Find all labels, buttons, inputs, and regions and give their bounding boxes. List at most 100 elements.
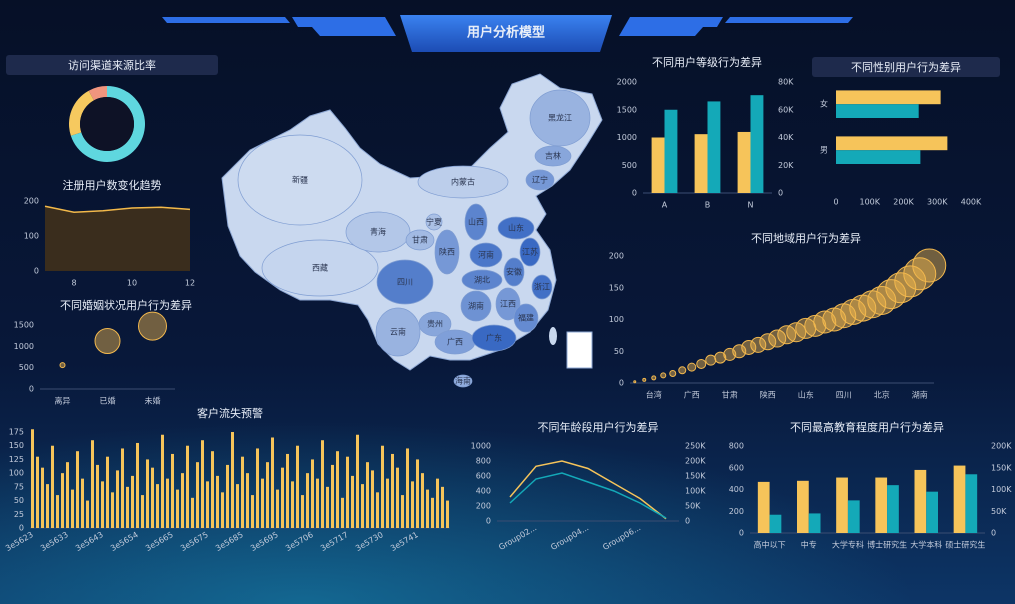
bar <box>836 150 921 164</box>
province-label: 山东 <box>508 223 524 233</box>
x-tick-label: 北京 <box>874 390 890 400</box>
bar <box>266 462 269 528</box>
chart-title: 不同婚姻状况用户行为差异 <box>60 298 192 312</box>
bubble <box>633 380 637 384</box>
y-tick-label: 600 <box>729 463 744 472</box>
province-label: 安徽 <box>506 267 522 277</box>
bar <box>201 440 204 528</box>
bar <box>256 448 259 528</box>
province-label: 甘肃 <box>412 235 428 245</box>
bar <box>311 459 314 528</box>
bar <box>216 475 219 528</box>
bar <box>291 481 294 528</box>
y-tick-label: 1000 <box>471 442 491 451</box>
bar <box>116 470 119 528</box>
province-label: 湖南 <box>468 301 484 311</box>
bubble <box>678 366 687 375</box>
bubble <box>768 329 787 348</box>
bar <box>887 485 899 533</box>
province-label: 吉林 <box>545 151 561 161</box>
x-tick-label: 湖南 <box>912 390 928 400</box>
y-tick-label: 1000 <box>14 342 34 351</box>
y2-tick-label: 250K <box>685 442 706 451</box>
bar <box>401 495 404 528</box>
bubble <box>750 336 767 353</box>
bar <box>301 495 304 528</box>
bar <box>276 489 279 528</box>
x-tick-label: 甘肃 <box>722 390 738 400</box>
bar <box>336 451 339 528</box>
bar <box>416 459 419 528</box>
y-tick-label: 200 <box>609 252 624 261</box>
bar <box>176 489 179 528</box>
y2-tick-label: 0 <box>991 529 996 538</box>
area-line <box>44 205 191 213</box>
y2-tick-label: 60K <box>778 105 794 114</box>
y-tick-label: 200 <box>476 502 491 511</box>
bar <box>953 465 966 533</box>
bar <box>296 445 299 528</box>
bar <box>346 456 349 528</box>
bar <box>226 464 229 528</box>
province <box>460 290 492 322</box>
y-tick-label: 0 <box>29 385 34 394</box>
bar <box>141 495 144 528</box>
bar <box>181 473 184 528</box>
bar <box>965 474 978 533</box>
bar <box>246 473 249 528</box>
bubble <box>705 354 717 366</box>
bubble <box>714 351 727 364</box>
y-tick-label: 0 <box>486 517 491 526</box>
x-tick-label: 200K <box>893 198 914 207</box>
bar <box>31 429 34 528</box>
x-tick-label: 山东 <box>798 390 814 400</box>
province <box>405 229 435 251</box>
province <box>531 274 553 300</box>
header-title: 用户分析模型 <box>466 25 545 41</box>
bar <box>836 90 941 105</box>
y2-tick-label: 0 <box>778 189 783 198</box>
chart-title: 不同最高教育程度用户行为差异 <box>790 420 944 434</box>
y-tick-label: 0 <box>34 267 39 276</box>
bar <box>757 481 770 533</box>
province-label: 黑龙江 <box>548 113 572 123</box>
province-label: 陕西 <box>439 247 455 257</box>
province-label: 江苏 <box>522 247 538 257</box>
bar <box>847 500 860 533</box>
y2-tick-label: 150K <box>991 463 1012 472</box>
province <box>425 213 443 231</box>
bar <box>281 467 284 528</box>
x-tick-label: 高中以下 <box>754 540 786 550</box>
bar <box>236 484 239 528</box>
bar <box>261 478 264 528</box>
y-tick-label: 800 <box>476 457 491 466</box>
bar <box>91 440 94 528</box>
bubble <box>138 311 167 341</box>
bar <box>651 137 665 193</box>
province-label: 广西 <box>447 337 463 347</box>
donut-slice <box>70 86 146 162</box>
x-tick-label: 300K <box>927 198 948 207</box>
bar <box>769 514 782 533</box>
y2-tick-label: 100K <box>991 485 1012 494</box>
bar <box>106 456 109 528</box>
x-tick-label: 台湾 <box>646 390 662 400</box>
province <box>453 374 473 388</box>
background-glow <box>0 300 1015 604</box>
donut-slice <box>88 86 107 101</box>
bubble <box>741 339 757 355</box>
bar <box>341 497 344 528</box>
area-fill <box>45 206 190 271</box>
bar <box>406 448 409 528</box>
bar <box>211 451 214 528</box>
bar <box>446 500 449 528</box>
bar <box>421 473 424 528</box>
province-label: 湖北 <box>474 276 490 285</box>
province-label: 宁夏 <box>426 217 442 227</box>
y-tick-label: 150 <box>609 283 624 292</box>
y-tick-label: 800 <box>729 442 744 451</box>
bubble <box>813 310 837 334</box>
province-label: 福建 <box>518 313 534 323</box>
bar <box>391 453 394 528</box>
